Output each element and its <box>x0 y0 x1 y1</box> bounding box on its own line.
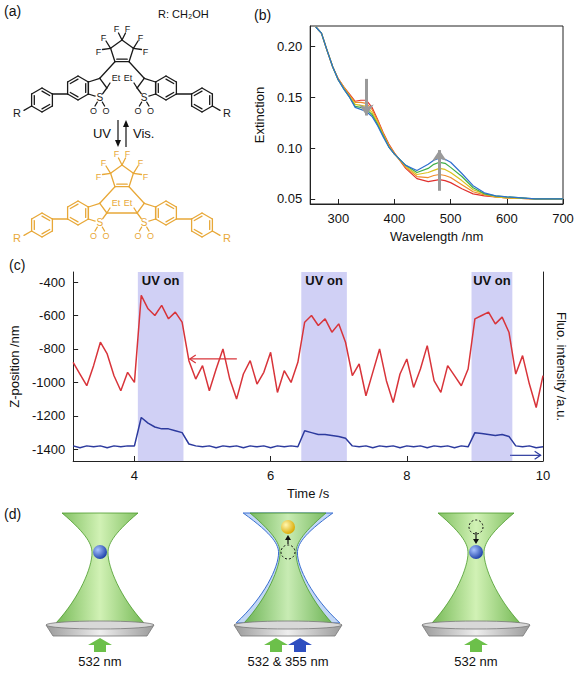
svg-text:R: R <box>223 107 231 119</box>
svg-text:0.15: 0.15 <box>277 90 302 105</box>
svg-text:R: R <box>13 232 21 244</box>
svg-text:0.05: 0.05 <box>277 191 302 206</box>
svg-text:(d): (d) <box>4 506 21 522</box>
svg-text:(a): (a) <box>4 3 21 19</box>
svg-text:F: F <box>125 149 131 159</box>
svg-text:Time /s: Time /s <box>287 486 330 501</box>
svg-text:F: F <box>138 33 144 43</box>
svg-text:F: F <box>101 33 107 43</box>
svg-text:-400: -400 <box>39 275 65 290</box>
svg-text:Et: Et <box>112 198 121 208</box>
svg-text:532 & 355 nm: 532 & 355 nm <box>248 654 329 669</box>
svg-text:600: 600 <box>496 211 518 226</box>
svg-text:Et: Et <box>124 198 133 208</box>
svg-text:O: O <box>102 106 109 116</box>
svg-text:O: O <box>134 231 141 241</box>
svg-text:532 nm: 532 nm <box>78 654 121 669</box>
svg-text:S: S <box>96 92 103 103</box>
svg-text:700: 700 <box>552 211 574 226</box>
svg-text:R: R <box>223 232 231 244</box>
svg-text:-1000: -1000 <box>32 375 65 390</box>
svg-text:-1200: -1200 <box>32 408 65 423</box>
svg-text:O: O <box>90 106 97 116</box>
svg-text:R: R <box>13 107 21 119</box>
svg-text:Z-position /nm: Z-position /nm <box>7 325 22 407</box>
svg-text:(b): (b) <box>254 7 271 23</box>
svg-text:8: 8 <box>403 468 410 483</box>
svg-text:UV on: UV on <box>473 273 511 288</box>
svg-text:Et: Et <box>124 73 133 83</box>
svg-text:UV on: UV on <box>305 273 343 288</box>
svg-text:UV: UV <box>93 126 111 141</box>
svg-text:300: 300 <box>327 211 349 226</box>
svg-text:S: S <box>96 217 103 228</box>
svg-text:O: O <box>147 106 154 116</box>
svg-text:400: 400 <box>384 211 406 226</box>
svg-text:0.20: 0.20 <box>277 39 302 54</box>
svg-text:-800: -800 <box>39 341 65 356</box>
svg-text:F: F <box>125 24 131 34</box>
svg-text:500: 500 <box>440 211 462 226</box>
svg-text:F: F <box>114 149 120 159</box>
svg-text:4: 4 <box>131 468 138 483</box>
svg-text:O: O <box>102 231 109 241</box>
svg-text:F: F <box>143 47 149 57</box>
svg-text:10: 10 <box>536 468 550 483</box>
svg-text:F: F <box>143 172 149 182</box>
svg-text:F: F <box>101 158 107 168</box>
svg-text:-1400: -1400 <box>32 442 65 457</box>
svg-text:O: O <box>134 106 141 116</box>
svg-text:R: CH₂OH: R: CH₂OH <box>158 8 209 20</box>
svg-text:Et: Et <box>112 73 121 83</box>
svg-text:Extinction: Extinction <box>252 87 267 143</box>
svg-text:O: O <box>147 231 154 241</box>
svg-text:Fluo. intensity /a.u.: Fluo. intensity /a.u. <box>554 312 569 421</box>
svg-text:Vis.: Vis. <box>133 126 154 141</box>
svg-text:S: S <box>141 92 148 103</box>
svg-text:532 nm: 532 nm <box>454 654 497 669</box>
svg-text:(c): (c) <box>9 257 25 273</box>
svg-text:S: S <box>141 217 148 228</box>
svg-text:F: F <box>96 47 102 57</box>
svg-text:0.10: 0.10 <box>277 141 302 156</box>
svg-text:Wavelength /nm: Wavelength /nm <box>390 229 483 244</box>
svg-text:-600: -600 <box>39 308 65 323</box>
svg-text:O: O <box>90 231 97 241</box>
svg-text:F: F <box>96 172 102 182</box>
svg-text:6: 6 <box>267 468 274 483</box>
svg-text:UV on: UV on <box>142 273 180 288</box>
svg-text:F: F <box>114 24 120 34</box>
svg-text:F: F <box>138 158 144 168</box>
